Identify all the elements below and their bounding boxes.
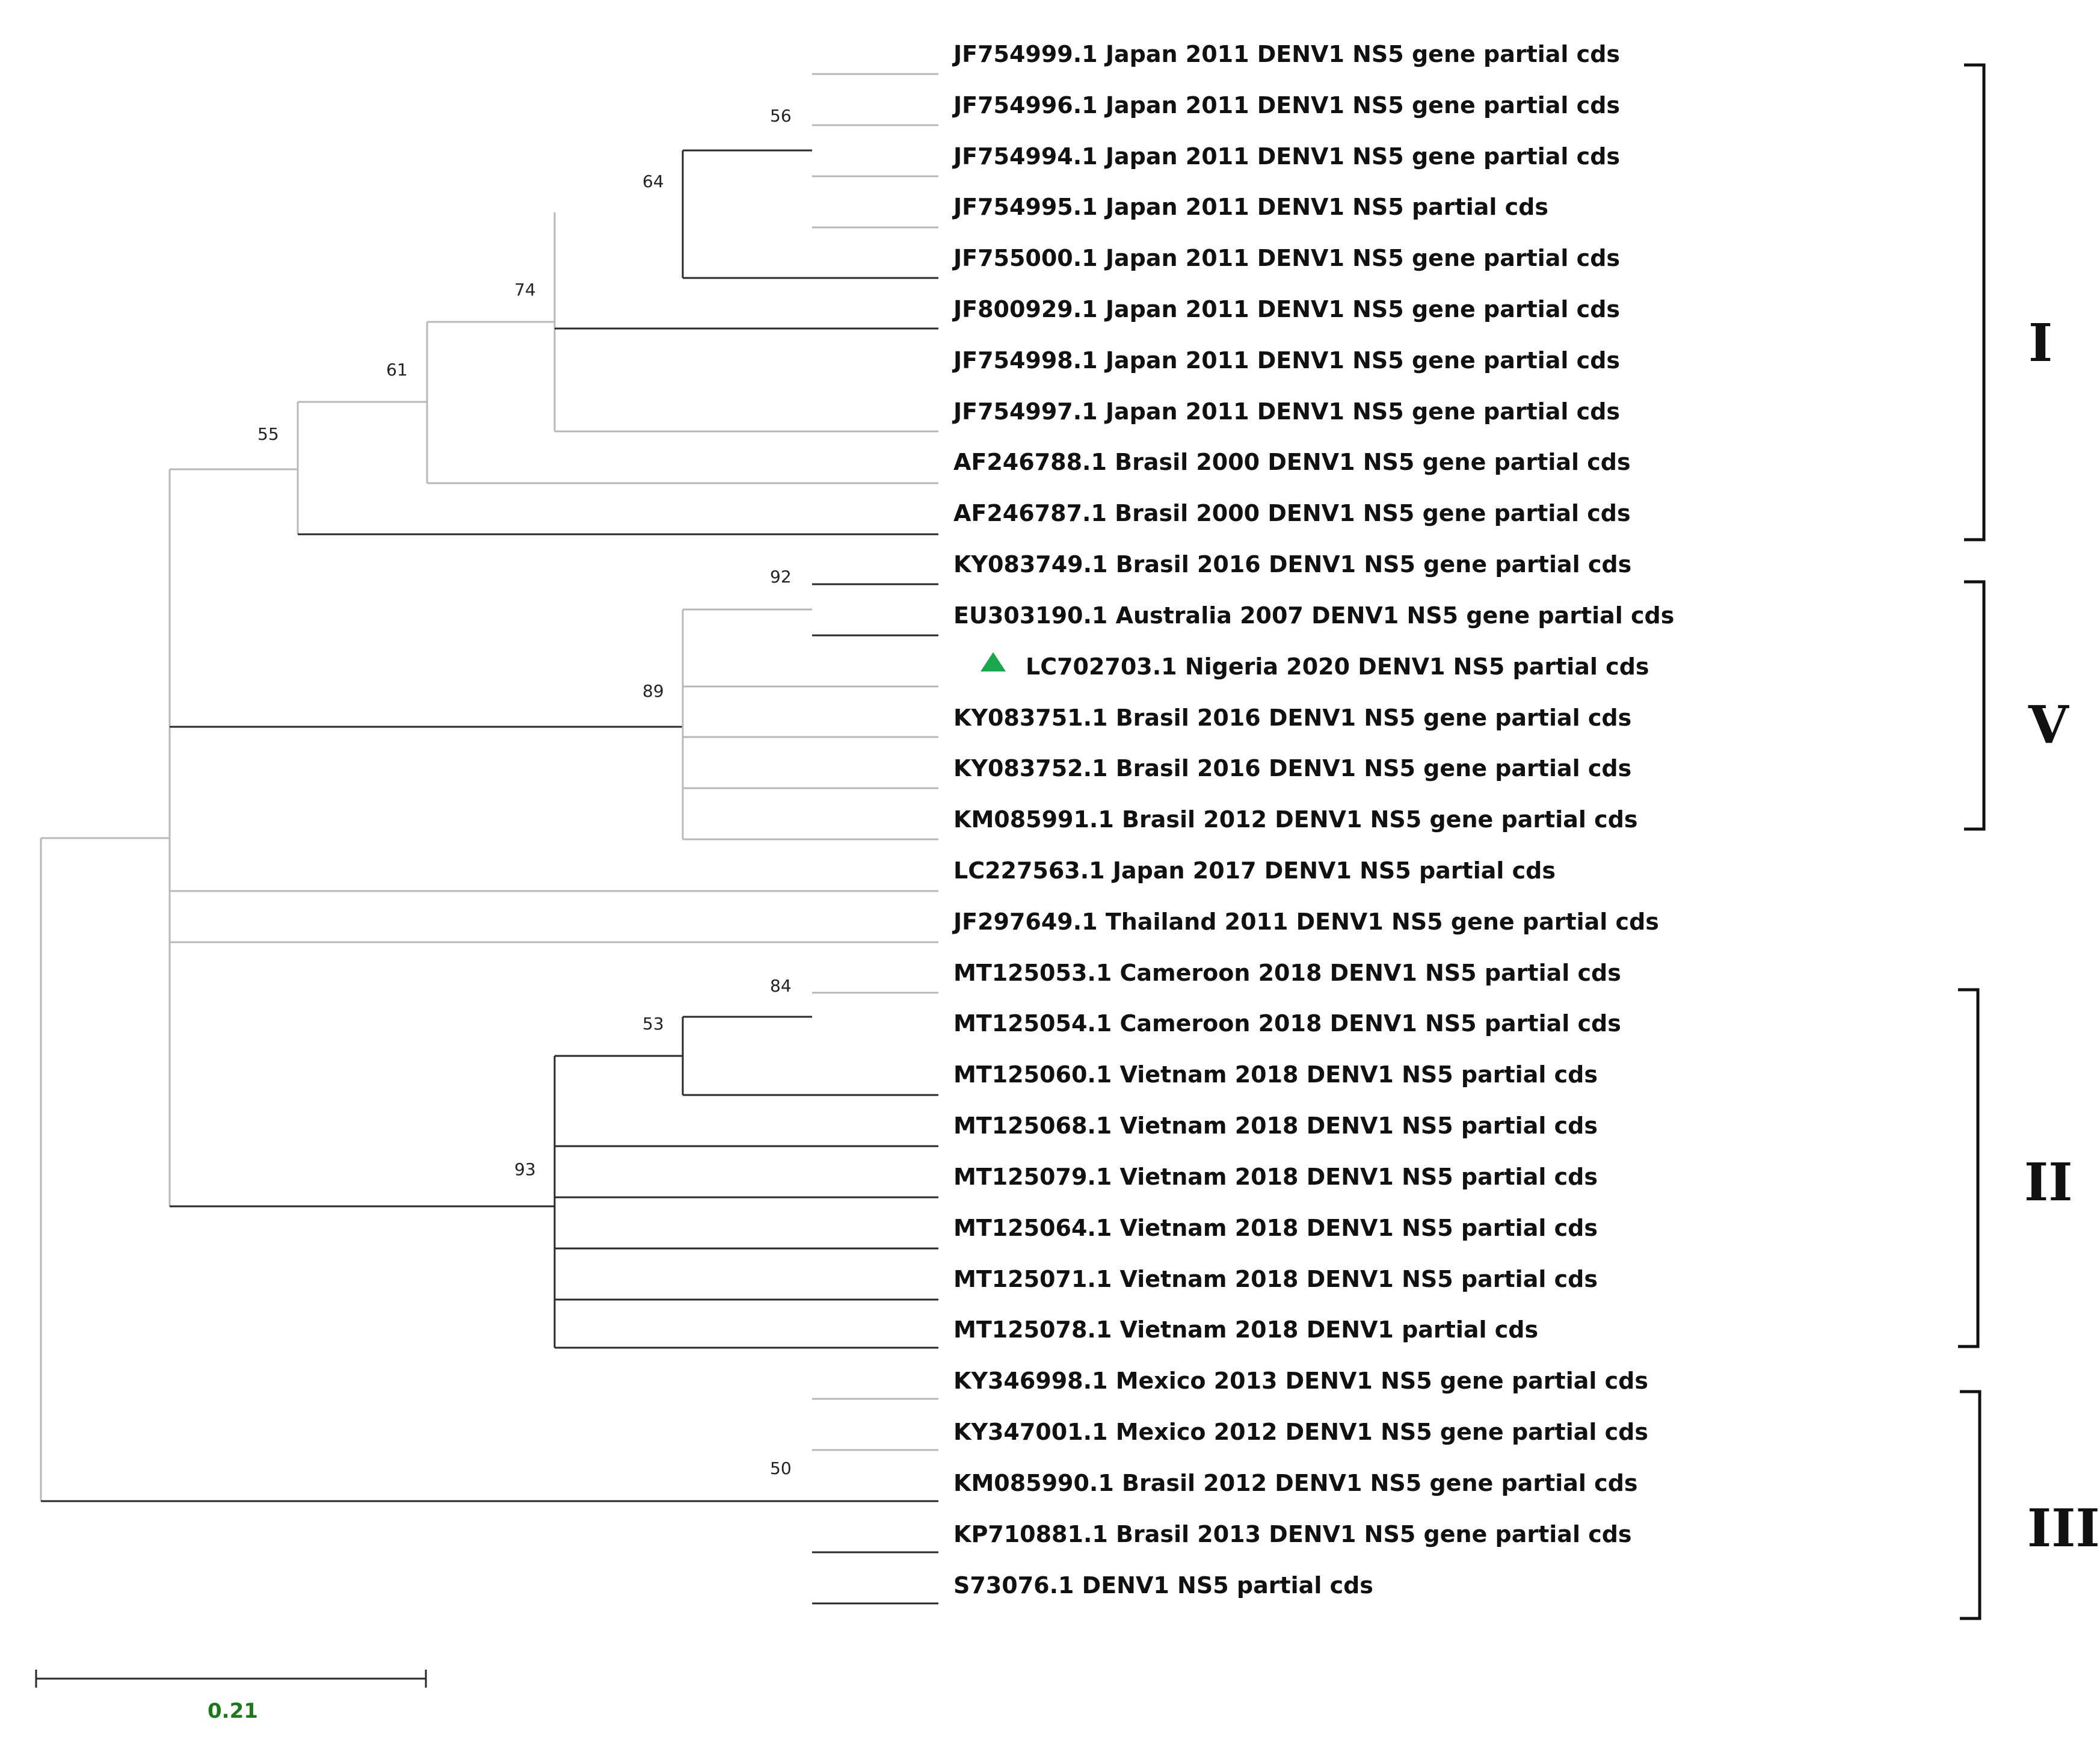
clade-label-III: III [2027,1498,2100,1559]
bootstrap-value: 89 [642,681,664,701]
taxon-label: MT125054.1 Cameroon 2018 DENV1 NS5 parti… [953,1010,1621,1037]
clade-brackets [1958,63,1986,1620]
scale-bar: 0.21 [35,1670,427,1723]
clade-bracket-II [1958,988,1980,1348]
clade-bracket-III [1960,1390,1981,1620]
taxon-label: MT125064.1 Vietnam 2018 DENV1 NS5 partia… [953,1215,1598,1241]
bootstrap-value: 93 [514,1159,536,1179]
bootstrap-value: 53 [642,1014,664,1034]
scale-bar-label: 0.21 [208,1699,258,1723]
taxon-labels: JF754999.1 Japan 2011 DENV1 NS5 gene par… [952,41,1674,1599]
taxon-label: AF246787.1 Brasil 2000 DENV1 NS5 gene pa… [953,500,1631,526]
taxon-label: JF754995.1 Japan 2011 DENV1 NS5 partial … [952,194,1548,220]
clade-label-V: V [2028,695,2069,756]
taxon-label: MT125068.1 Vietnam 2018 DENV1 NS5 partia… [953,1112,1598,1139]
taxon-label: LC227563.1 Japan 2017 DENV1 NS5 partial … [953,857,1556,884]
clade-label-I: I [2028,313,2052,374]
bootstrap-value: 92 [770,567,792,587]
taxon-label: MT125071.1 Vietnam 2018 DENV1 NS5 partia… [953,1266,1598,1292]
taxon-label: KY083751.1 Brasil 2016 DENV1 NS5 gene pa… [953,705,1631,731]
taxon-label: AF246788.1 Brasil 2000 DENV1 NS5 gene pa… [953,449,1631,475]
taxon-label: EU303190.1 Australia 2007 DENV1 NS5 gene… [953,602,1674,629]
tree-branches [40,73,938,1605]
taxon-label: MT125078.1 Vietnam 2018 DENV1 partial cd… [953,1316,1538,1343]
taxon-label: JF754996.1 Japan 2011 DENV1 NS5 gene par… [952,92,1620,119]
clade-label-II: II [2024,1152,2072,1213]
bootstrap-value: 64 [642,171,664,191]
taxon-label: JF297649.1 Thailand 2011 DENV1 NS5 gene … [952,909,1659,935]
taxon-label: JF754998.1 Japan 2011 DENV1 NS5 gene par… [952,347,1620,374]
bootstrap-value: 84 [770,976,792,996]
bootstrap-value: 74 [514,280,536,300]
taxon-label: KY347001.1 Mexico 2012 DENV1 NS5 gene pa… [953,1419,1648,1445]
bootstrap-value: 55 [257,424,279,444]
taxon-label: KP710881.1 Brasil 2013 DENV1 NS5 gene pa… [953,1521,1632,1547]
taxon-label: S73076.1 DENV1 NS5 partial cds [953,1572,1373,1599]
taxon-label: MT125060.1 Vietnam 2018 DENV1 NS5 partia… [953,1061,1598,1088]
taxon-label: JF754994.1 Japan 2011 DENV1 NS5 gene par… [952,143,1620,170]
taxon-label: KY346998.1 Mexico 2013 DENV1 NS5 gene pa… [953,1368,1648,1394]
bootstrap-values: 56 64 74 61 55 92 89 84 53 93 50 [257,106,792,1478]
taxon-label: MT125079.1 Vietnam 2018 DENV1 NS5 partia… [953,1164,1598,1190]
bootstrap-value: 56 [770,106,792,126]
taxon-label: KM085990.1 Brasil 2012 DENV1 NS5 gene pa… [953,1470,1638,1496]
taxon-label: KY083749.1 Brasil 2016 DENV1 NS5 gene pa… [953,551,1631,578]
taxon-label: KM085991.1 Brasil 2012 DENV1 NS5 gene pa… [953,806,1638,833]
taxon-label: JF754997.1 Japan 2011 DENV1 NS5 gene par… [952,398,1620,425]
clade-bracket-I [1964,63,1986,541]
clade-bracket-V [1964,580,1986,831]
taxon-label: JF754999.1 Japan 2011 DENV1 NS5 gene par… [952,41,1620,67]
triangle-marker-icon [981,652,1006,671]
clade-labels: I V II III [2024,313,2100,1559]
taxon-label: KY083752.1 Brasil 2016 DENV1 NS5 gene pa… [953,755,1631,782]
taxon-label: MT125053.1 Cameroon 2018 DENV1 NS5 parti… [953,960,1621,986]
taxon-label-highlighted: LC702703.1 Nigeria 2020 DENV1 NS5 partia… [1026,653,1649,680]
scale-bar-line [35,1670,427,1688]
taxon-label: JF755000.1 Japan 2011 DENV1 NS5 gene par… [952,245,1620,271]
bootstrap-value: 61 [386,360,408,380]
bootstrap-value: 50 [770,1458,792,1478]
taxon-label: JF800929.1 Japan 2011 DENV1 NS5 gene par… [952,296,1620,322]
